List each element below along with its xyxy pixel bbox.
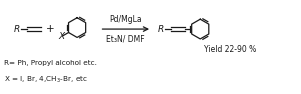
Text: R= Ph, Propyl alcohol etc.: R= Ph, Propyl alcohol etc.: [4, 60, 97, 66]
Text: Pd/MgLa: Pd/MgLa: [110, 15, 142, 24]
Text: R: R: [14, 25, 20, 34]
Text: +: +: [46, 24, 54, 34]
Text: X = I, Br, 4,CH$_3$-Br, etc: X = I, Br, 4,CH$_3$-Br, etc: [4, 75, 88, 85]
Text: Yield 22-90 %: Yield 22-90 %: [204, 45, 256, 54]
Text: X: X: [59, 33, 65, 41]
Text: R: R: [158, 25, 164, 34]
Text: Et₃N/ DMF: Et₃N/ DMF: [107, 34, 145, 43]
